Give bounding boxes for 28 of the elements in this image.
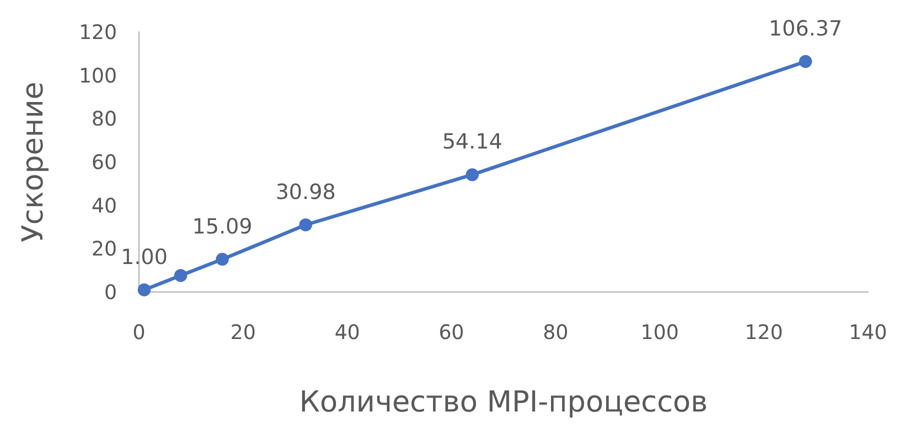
y-tick-label: 80 <box>92 106 117 131</box>
x-tick-label: 80 <box>542 320 568 344</box>
data-label: 30.98 <box>276 180 336 204</box>
point <box>216 252 229 266</box>
y-tick-label: 0 <box>104 280 117 304</box>
x-tick-label: 0 <box>132 320 146 344</box>
y-tick-label: 120 <box>78 20 117 44</box>
data-label: 1.00 <box>120 244 168 269</box>
x-tick-label: 60 <box>438 320 464 344</box>
y-tick-label: 20 <box>92 236 117 261</box>
y-tick-label: 100 <box>78 63 117 88</box>
x-tick-label: 100 <box>640 320 679 344</box>
point <box>466 168 479 182</box>
point <box>799 55 812 68</box>
x-tick-label: 40 <box>334 320 360 344</box>
x-axis-title: Количество MPI-процессов <box>299 384 708 418</box>
y-tick-label: 40 <box>92 193 117 218</box>
x-tick-label: 140 <box>848 320 888 344</box>
data-label: 106.37 <box>768 16 842 41</box>
data-label: 15.09 <box>192 214 252 238</box>
y-tick-label: 60 <box>92 150 117 174</box>
point <box>174 269 188 282</box>
x-tick-label: 120 <box>744 320 783 344</box>
point <box>299 218 312 232</box>
point <box>138 283 151 296</box>
x-tick-label: 20 <box>230 320 256 344</box>
data-label: 54.14 <box>442 130 502 154</box>
y-axis-title: Ускорение <box>16 82 50 242</box>
